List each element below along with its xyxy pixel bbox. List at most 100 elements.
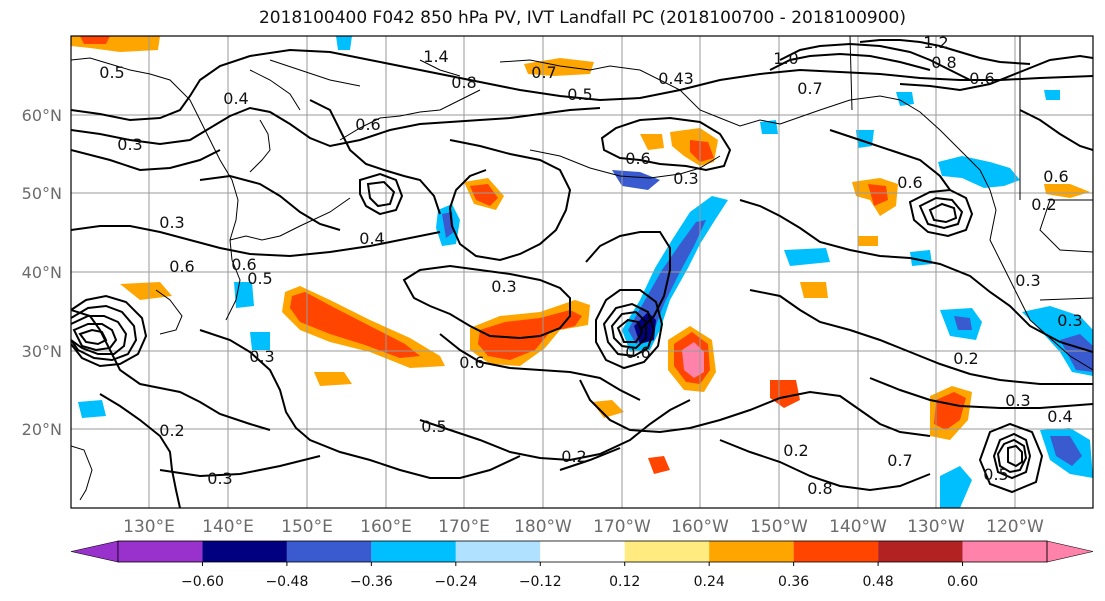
pv-negative-area	[78, 400, 106, 418]
contour-label: 0.3	[491, 277, 516, 296]
colorbar-tick-label: −0.36	[350, 574, 393, 590]
colorbar-swatch	[118, 541, 203, 562]
colorbar-swatch	[371, 541, 456, 562]
pv-positive-area	[290, 292, 420, 358]
longitude-label: 180°W	[514, 517, 572, 537]
pv-negative-area	[1050, 436, 1082, 466]
pv-negative-area	[612, 170, 660, 190]
map-title: 2018100400 F042 850 hPa PV, IVT Landfall…	[258, 8, 906, 28]
colorbar-extend-high	[1046, 540, 1094, 563]
pv-negative-area	[940, 466, 972, 508]
contour-label: 0.5	[567, 85, 592, 104]
thin-contours	[249, 59, 461, 111]
contour-label: 0.6	[459, 353, 484, 372]
contour-label: 0.5	[247, 269, 272, 288]
contour-label: 0.2	[561, 447, 586, 466]
contour-label: 0.8	[931, 53, 956, 72]
contour-label: 0.5	[983, 465, 1008, 484]
contour-label: 0.2	[783, 441, 808, 460]
longitude-label: 150°E	[281, 517, 333, 537]
contour-label: 0.3	[249, 347, 274, 366]
longitude-label: 150°W	[750, 517, 808, 537]
colorbar-tick-label: 0.24	[694, 574, 725, 590]
pv-positive-area	[868, 184, 888, 206]
contour-label: 0.3	[1005, 391, 1030, 410]
pv-negative-area	[1044, 90, 1060, 100]
colorbar-swatch	[540, 541, 625, 562]
colorbar-swatch	[962, 541, 1047, 562]
colorbar-swatch	[709, 541, 794, 562]
colorbar-tick-label: 0.48	[863, 574, 894, 590]
pv-negative-area	[938, 156, 1020, 188]
latitude-label: 30°N	[22, 342, 62, 361]
contour-label: 0.3	[1057, 311, 1082, 330]
pv-positive-area	[120, 282, 172, 300]
contour-labels: 0.51.40.80.70.51.01.20.80.60.430.70.60.4…	[99, 33, 1082, 498]
pv-positive-area	[858, 236, 878, 246]
contour-label: 0.4	[359, 229, 384, 248]
pv-negative-area	[234, 282, 254, 308]
contour-label: 0.6	[1043, 167, 1068, 186]
contour-label: 0.3	[1015, 271, 1040, 290]
colorbar-swatch	[793, 541, 879, 562]
contour-label: 0.6	[625, 149, 650, 168]
longitude-label: 120°W	[986, 517, 1044, 537]
pv-positive-area	[314, 372, 352, 386]
pv-negative-area	[760, 120, 778, 134]
colorbar-swatch	[202, 541, 287, 562]
map-content	[71, 36, 1093, 508]
longitude-label: 130°E	[123, 517, 175, 537]
latitude-label: 20°N	[22, 420, 62, 439]
pv-positive-area	[478, 310, 582, 360]
latitude-label: 60°N	[22, 106, 62, 125]
colorbar-tick-label: 0.12	[609, 574, 640, 590]
contour-label: 0.6	[355, 115, 380, 134]
pv-shading	[71, 36, 1093, 508]
colorbar-swatch	[878, 541, 963, 562]
pv-negative-area	[954, 316, 972, 330]
contour-label: 0.4	[1047, 407, 1072, 426]
pv-positive-area	[800, 282, 828, 298]
colorbar-tick-label: −0.60	[181, 574, 224, 590]
pv-contours	[71, 39, 1093, 508]
longitude-label: 170°E	[438, 517, 490, 537]
pv-negative-area	[336, 36, 352, 50]
pv-positive-area	[592, 400, 624, 418]
contour-label: 0.5	[421, 417, 446, 436]
contour-label: 0.3	[159, 213, 184, 232]
coastlines	[71, 36, 1093, 501]
longitude-labels: 130°E 140°E 150°E 160°E 170°E 180°W 170°W 160°W…	[123, 517, 1044, 537]
colorbar-outline	[117, 540, 1048, 563]
contour-label: 0.7	[797, 79, 822, 98]
contour-label: 1.0	[773, 49, 798, 68]
pv-positive-area	[770, 380, 800, 408]
latitude-label: 40°N	[22, 263, 62, 282]
longitude-label: 160°E	[360, 517, 412, 537]
colorbar-tick-label: 0.36	[778, 574, 809, 590]
longitude-label: 140°E	[202, 517, 254, 537]
contour-label: 0.6	[625, 343, 650, 362]
contour-label: 0.5	[99, 63, 124, 82]
pv-positive-area	[470, 184, 498, 206]
contour-label: 0.6	[897, 173, 922, 192]
contour-label: 0.43	[658, 69, 694, 88]
longitude-label: 140°W	[829, 517, 887, 537]
contour-label: 0.4	[223, 89, 248, 108]
pv-positive-area	[640, 134, 664, 150]
contour-label: 0.7	[887, 451, 912, 470]
contour-label: 0.8	[807, 479, 832, 498]
contour-label: 0.6	[231, 255, 256, 274]
longitude-label: 170°W	[593, 517, 651, 537]
contour-label: 1.2	[923, 33, 948, 52]
colorbar-tick-label: −0.12	[519, 574, 562, 590]
contour-label: 0.2	[159, 421, 184, 440]
contour-label: 0.2	[1031, 195, 1056, 214]
colorbar-tick-label: −0.24	[434, 574, 477, 590]
longitude-label: 160°W	[671, 517, 729, 537]
latitude-label: 50°N	[22, 184, 62, 203]
contour-label: 0.2	[953, 349, 978, 368]
colorbar-swatch	[624, 541, 710, 562]
colorbar-tick-label: 0.60	[947, 574, 978, 590]
contour-label: 0.8	[451, 73, 476, 92]
contour-label: 0.6	[969, 69, 994, 88]
